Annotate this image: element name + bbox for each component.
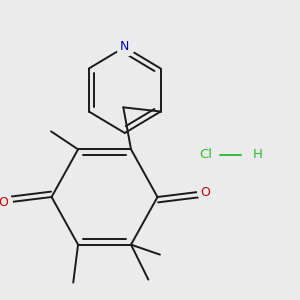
Text: O: O: [0, 196, 8, 208]
Text: N: N: [120, 40, 129, 53]
Text: H: H: [253, 148, 263, 161]
Text: Cl: Cl: [199, 148, 212, 161]
Text: O: O: [201, 185, 211, 199]
